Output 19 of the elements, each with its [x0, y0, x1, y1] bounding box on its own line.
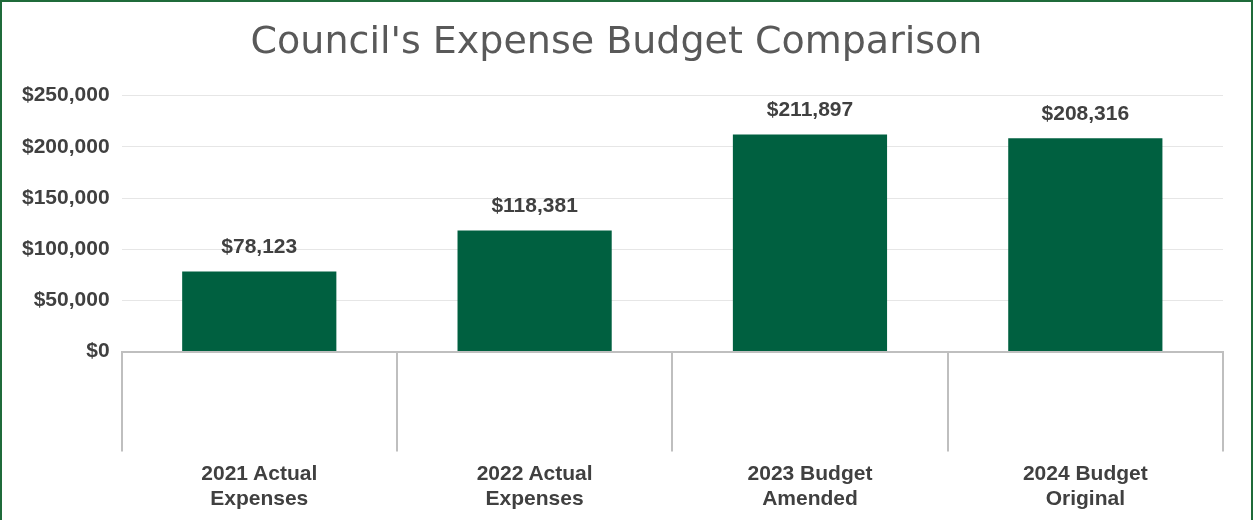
x-tick-label: 2024 Budget Original [1022, 461, 1148, 510]
bar [182, 271, 337, 352]
bar [1008, 138, 1163, 352]
bar [457, 230, 612, 352]
x-tick-label: 2022 Actual Expenses [476, 461, 593, 510]
chart-title: Council's Expense Budget Comparison [250, 17, 983, 62]
y-tick-label: $250,000 [22, 82, 110, 106]
y-tick-label: $200,000 [22, 133, 110, 157]
y-tick-label: $100,000 [22, 236, 110, 259]
data-label: $78,123 [221, 233, 298, 257]
y-tick-label: $50,000 [33, 287, 110, 311]
y-tick-label: $150,000 [22, 184, 110, 208]
data-label: $208,316 [1041, 100, 1130, 124]
x-tick-label: 2021 Actual Expenses [201, 461, 318, 510]
data-label: $118,381 [491, 192, 579, 216]
y-tick-label: $0 [86, 338, 110, 362]
bar [732, 134, 888, 352]
x-tick-label: 2023 Budget Amended [747, 461, 873, 510]
data-label: $211,897 [766, 96, 854, 120]
